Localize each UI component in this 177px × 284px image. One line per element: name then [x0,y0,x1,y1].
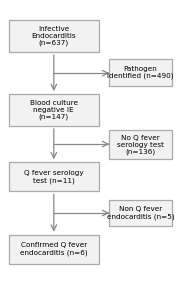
FancyBboxPatch shape [109,200,172,226]
FancyBboxPatch shape [9,235,99,264]
FancyBboxPatch shape [9,94,99,126]
Text: Pathogen
identified (n=490): Pathogen identified (n=490) [107,66,174,79]
Text: Confirmed Q fever
endocarditis (n=6): Confirmed Q fever endocarditis (n=6) [20,243,88,256]
FancyBboxPatch shape [109,130,172,159]
FancyBboxPatch shape [109,59,172,86]
Text: Q fever serology
test (n=11): Q fever serology test (n=11) [24,170,84,183]
Text: No Q fever
serology test
(n=136): No Q fever serology test (n=136) [117,135,164,155]
FancyBboxPatch shape [9,162,99,191]
FancyBboxPatch shape [9,20,99,52]
Text: Infective
Endocarditis
(n=637): Infective Endocarditis (n=637) [32,26,76,47]
Text: Blood culture
negative IE
(n=147): Blood culture negative IE (n=147) [30,100,78,120]
Text: Non Q fever
endocarditis (n=5): Non Q fever endocarditis (n=5) [107,206,174,220]
